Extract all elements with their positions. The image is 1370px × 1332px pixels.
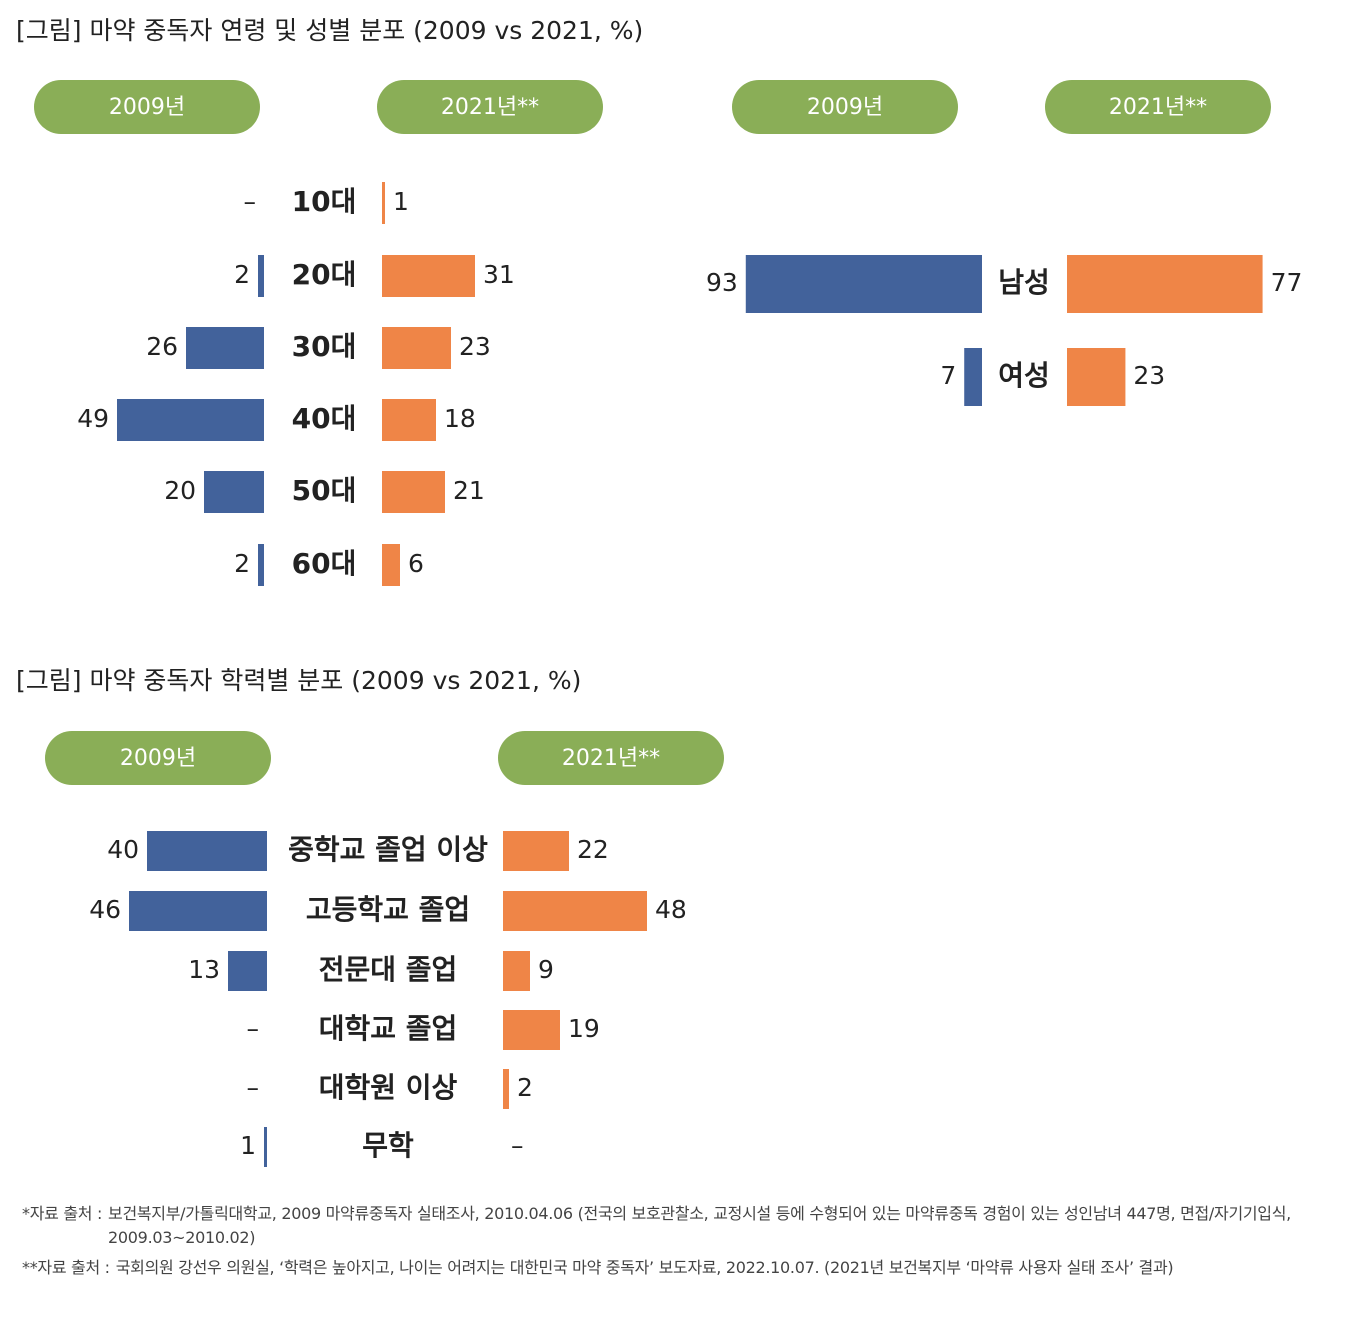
- chart-title: [그림] 마약 중독자 연령 및 성별 분포 (2009 vs 2021, %): [16, 16, 643, 45]
- chart: [그림] 마약 중독자 연령 및 성별 분포 (2009 vs 2021, %)…: [16, 16, 1303, 1167]
- value-label: –: [247, 1073, 260, 1102]
- legend-pill: [377, 80, 603, 134]
- category-label: 40대: [292, 402, 357, 435]
- value-label: –: [247, 1014, 260, 1043]
- value-label: 20: [164, 476, 196, 505]
- legend-label: 2021년**: [1109, 95, 1207, 120]
- category-label: 60대: [292, 547, 357, 580]
- category-label: 20대: [292, 258, 357, 291]
- category-label: 남성: [998, 266, 1050, 299]
- category-label: 전문대 졸업: [319, 953, 458, 986]
- bar: [264, 1127, 267, 1167]
- footnote: **자료 출처 : 국회의원 강선우 의원실, ‘학력은 높아지고, 나이는 어려…: [22, 1256, 1352, 1280]
- category-label: 무학: [362, 1129, 414, 1162]
- bar: [382, 471, 445, 513]
- bar: [503, 891, 647, 931]
- bar: [204, 471, 264, 513]
- value-label: 46: [89, 895, 121, 924]
- legend-pill: [498, 731, 724, 785]
- value-label: 6: [408, 549, 424, 578]
- bar: [258, 255, 264, 297]
- value-label: 1: [240, 1131, 256, 1160]
- legend-pill: [1045, 80, 1271, 134]
- bar: [382, 399, 436, 441]
- value-label: 2: [234, 260, 250, 289]
- footnote-label: **자료 출처 :: [22, 1258, 110, 1277]
- bar: [186, 327, 264, 369]
- value-label: 9: [538, 955, 554, 984]
- value-label: 2: [234, 549, 250, 578]
- bar: [503, 1069, 509, 1109]
- bar: [964, 348, 982, 406]
- category-label: 여성: [998, 359, 1050, 392]
- bar: [129, 891, 267, 931]
- category-label: 중학교 졸업 이상: [288, 833, 488, 866]
- bar: [1067, 255, 1263, 313]
- legend-label: 2009년: [109, 95, 185, 120]
- category-label: 대학원 이상: [319, 1071, 458, 1104]
- bar: [117, 399, 264, 441]
- chart-title: [그림] 마약 중독자 학력별 분포 (2009 vs 2021, %): [16, 666, 581, 695]
- bar: [503, 951, 530, 991]
- value-label: –: [244, 187, 257, 216]
- legend-pill: [45, 731, 271, 785]
- value-label: 93: [706, 268, 738, 297]
- bar: [382, 544, 400, 586]
- value-label: 26: [146, 332, 178, 361]
- value-label: 49: [77, 404, 109, 433]
- value-label: 23: [1133, 361, 1165, 390]
- bar: [258, 544, 264, 586]
- bar: [503, 1010, 560, 1050]
- category-label: 50대: [292, 474, 357, 507]
- value-label: 13: [188, 955, 220, 984]
- value-label: 21: [453, 476, 485, 505]
- bar: [382, 182, 385, 224]
- category-label: 10대: [292, 185, 357, 218]
- category-label: 30대: [292, 330, 357, 363]
- value-label: 2: [517, 1073, 533, 1102]
- bar: [382, 255, 475, 297]
- footnote-text: 국회의원 강선우 의원실, ‘학력은 높아지고, 나이는 어려지는 대한민국 마…: [115, 1258, 1174, 1277]
- footnote-label: *자료 출처 :: [22, 1204, 103, 1223]
- legend-pill: [34, 80, 260, 134]
- value-label: 19: [568, 1014, 600, 1043]
- value-label: 7: [940, 361, 956, 390]
- bar: [147, 831, 267, 871]
- bar: [228, 951, 267, 991]
- bar: [382, 327, 451, 369]
- legend-label: 2021년**: [562, 746, 660, 771]
- category-label: 고등학교 졸업: [306, 893, 470, 926]
- value-label: 18: [444, 404, 476, 433]
- legend-label: 2009년: [120, 746, 196, 771]
- value-label: 22: [577, 835, 609, 864]
- legend-pill: [732, 80, 958, 134]
- category-label: 대학교 졸업: [319, 1012, 458, 1045]
- value-label: 31: [483, 260, 515, 289]
- footnote-text: 보건복지부/가톨릭대학교, 2009 마약류중독자 실태조사, 2010.04.…: [108, 1204, 1291, 1247]
- value-label: 1: [393, 187, 409, 216]
- value-label: –: [511, 1131, 524, 1160]
- value-label: 77: [1271, 268, 1303, 297]
- footnote: *자료 출처 : 보건복지부/가톨릭대학교, 2009 마약류중독자 실태조사, …: [22, 1202, 1352, 1250]
- legend-label: 2021년**: [441, 95, 539, 120]
- legend-label: 2009년: [807, 95, 883, 120]
- bar: [1067, 348, 1126, 406]
- bar: [503, 831, 569, 871]
- value-label: 40: [107, 835, 139, 864]
- bar: [745, 255, 982, 313]
- value-label: 23: [459, 332, 491, 361]
- value-label: 48: [655, 895, 687, 924]
